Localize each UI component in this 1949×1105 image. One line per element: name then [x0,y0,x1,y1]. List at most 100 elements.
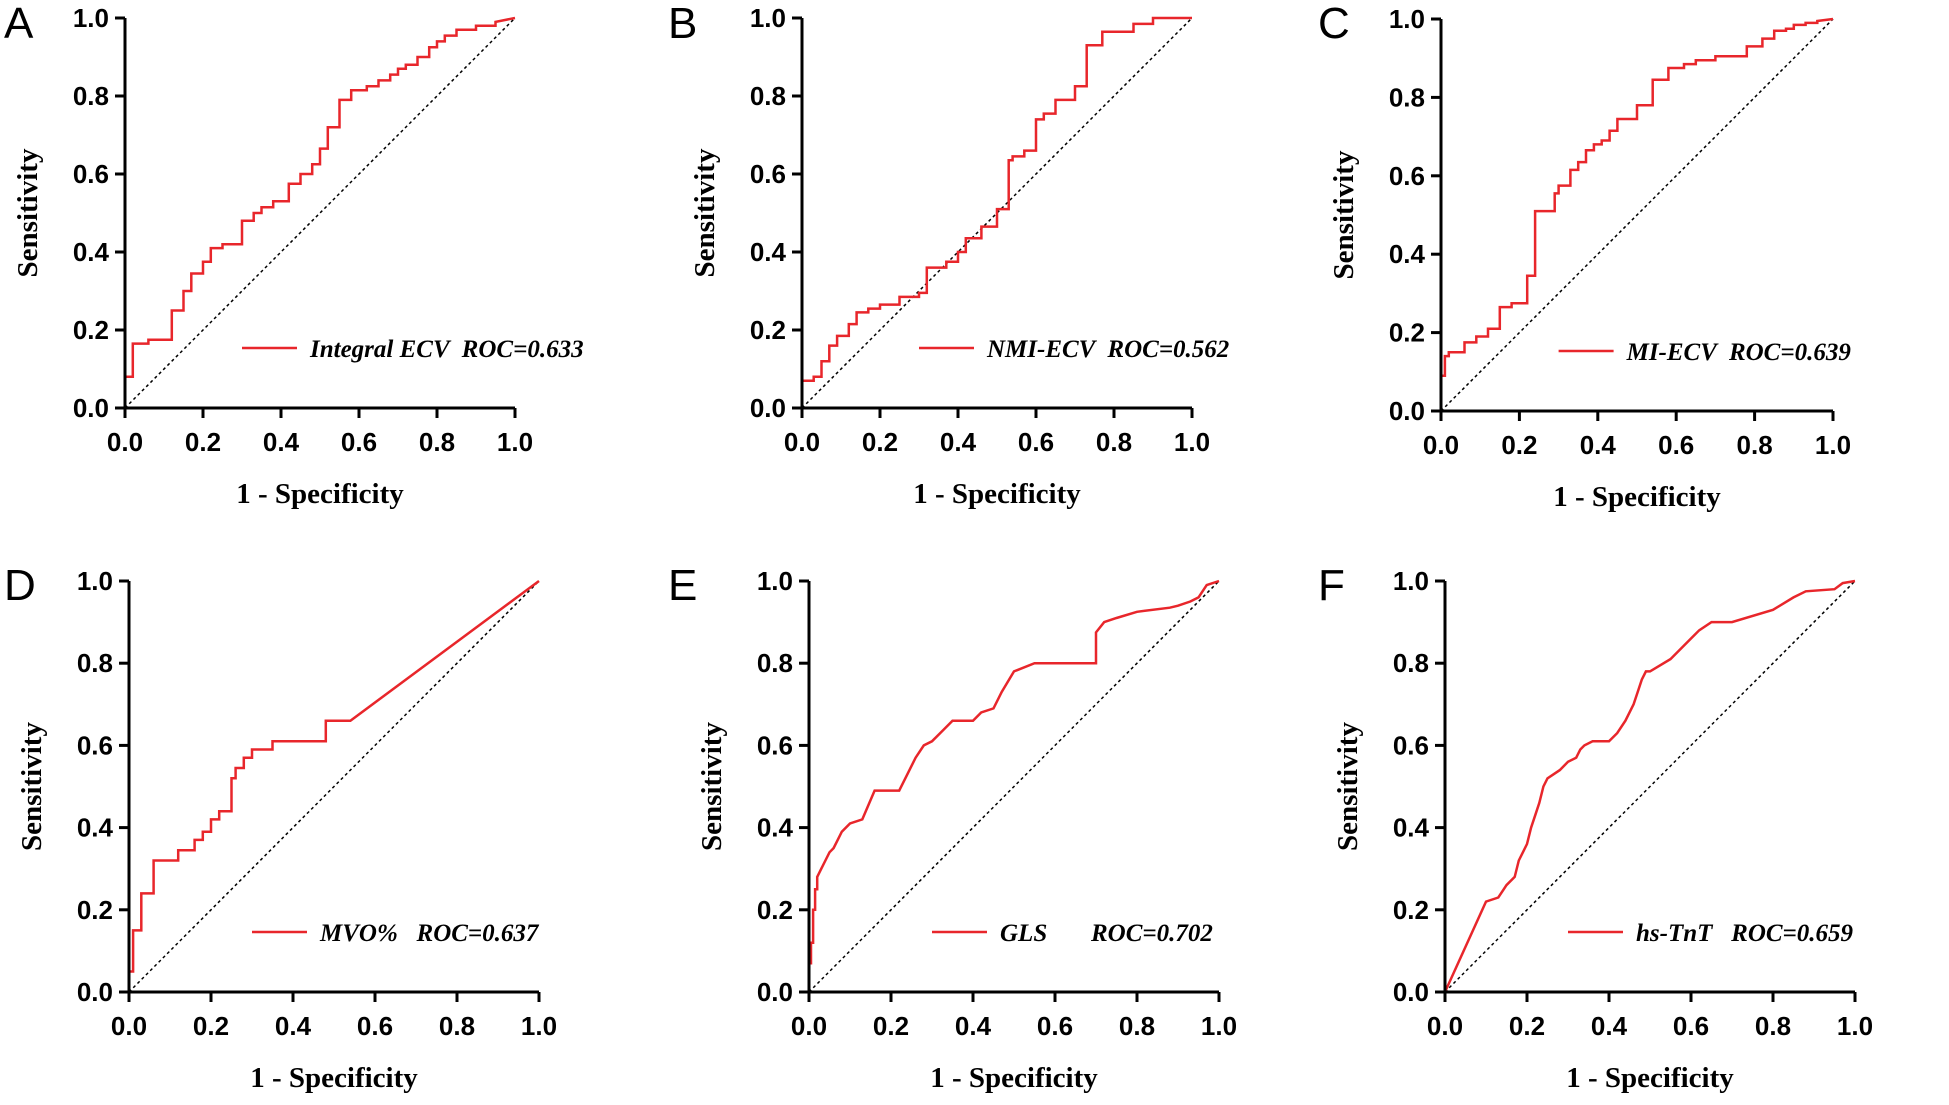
x-tick-label: 0.2 [1501,430,1537,460]
y-tick-label: 0.0 [1389,396,1425,426]
x-tick-label: 1.0 [1174,427,1210,457]
x-tick-label: 1.0 [1837,1011,1873,1041]
y-tick-label: 0.2 [1393,895,1429,925]
panel-letter: B [668,0,697,48]
y-axis-title: Sensitivity [689,148,721,277]
y-tick-label: 0.2 [750,315,786,345]
panel-letter: F [1318,561,1345,610]
x-tick-label: 0.6 [1658,430,1694,460]
panel-letter: A [4,0,34,48]
y-tick-label: 0.4 [77,813,114,843]
legend-label: hs-TnT ROC=0.659 [1636,920,1854,947]
y-tick-label: 0.6 [750,159,786,189]
roc-panel-a: A 0.0 0.2 0.4 0.6 0.8 1.0 0.0 0.2 0.4 0.6 0.8 1.0 1 -… [4,0,584,510]
x-tick-label: 0.4 [263,427,300,457]
x-tick-label: 0.4 [1580,430,1617,460]
legend: Integral ECV ROC=0.633 [242,336,584,363]
roc-panel-e: E 0.0 0.2 0.4 0.6 0.8 1.0 0.0 0.2 0.4 0.6 0.8 1.0 1 -… [668,561,1237,1094]
x-tick-label: 0.4 [275,1011,312,1041]
reference-diagonal [808,580,1220,993]
y-tick-label: 0.2 [757,895,793,925]
x-tick-label: 0.4 [955,1011,992,1041]
y-tick-label: 0.2 [1389,318,1425,348]
y-tick-label: 0.0 [750,393,786,423]
x-tick-label: 0.6 [1673,1011,1709,1041]
roc-panel-d: D 0.0 0.2 0.4 0.6 0.8 1.0 0.0 0.2 0.4 0.6 0.8 1.0 1 -… [4,561,557,1094]
y-axis-title: Sensitivity [1328,150,1360,279]
x-tick-label: 0.0 [107,427,143,457]
reference-diagonal [124,17,516,409]
legend: MVO% ROC=0.637 [252,920,540,947]
y-tick-label: 0.8 [1393,648,1429,678]
roc-curve [1443,579,1856,993]
y-tick-label: 0.8 [750,81,786,111]
x-tick-label: 0.6 [1037,1011,1073,1041]
roc-curve [123,16,516,408]
x-tick-label: 0.4 [940,427,977,457]
x-tick-label: 1.0 [497,427,533,457]
x-tick-label: 1.0 [521,1011,557,1041]
reference-diagonal [128,580,540,993]
y-tick-label: 0.0 [757,977,793,1007]
x-tick-label: 0.6 [1018,427,1054,457]
y-tick-label: 0.4 [1393,813,1430,843]
x-tick-label: 0.8 [1755,1011,1791,1041]
x-axis-title: 1 - Specificity [250,1062,418,1094]
legend-label: NMI-ECV ROC=0.562 [986,336,1229,363]
y-axis-title: Sensitivity [16,722,48,851]
y-tick-label: 0.0 [1393,977,1429,1007]
y-axis-title: Sensitivity [1332,722,1364,851]
reference-diagonal [801,17,1193,409]
legend-label: MVO% ROC=0.637 [319,920,540,947]
x-tick-label: 1.0 [1201,1011,1237,1041]
legend-label: GLS ROC=0.702 [1000,920,1213,947]
roc-curve [127,579,540,992]
x-tick-label: 0.0 [111,1011,147,1041]
roc-panel-c: C 0.0 0.2 0.4 0.6 0.8 1.0 0.0 0.2 0.4 0.6 0.8 1.0 1 -… [1318,0,1851,513]
legend: GLS ROC=0.702 [932,920,1213,947]
panel-letter: E [668,561,697,610]
x-axis-title: 1 - Specificity [1553,481,1721,513]
y-tick-label: 1.0 [757,566,793,596]
x-tick-label: 0.2 [862,427,898,457]
x-tick-label: 0.2 [185,427,221,457]
roc-curve [1439,17,1834,411]
x-axis-title: 1 - Specificity [913,478,1081,510]
x-tick-label: 0.0 [784,427,820,457]
legend-label: Integral ECV ROC=0.633 [309,336,584,363]
x-tick-label: 0.0 [1427,1011,1463,1041]
legend: MI-ECV ROC=0.639 [1558,339,1851,366]
x-tick-label: 0.4 [1591,1011,1628,1041]
y-tick-label: 0.8 [757,648,793,678]
y-tick-label: 1.0 [73,3,109,33]
y-tick-label: 1.0 [750,3,786,33]
y-tick-label: 1.0 [1389,4,1425,34]
y-tick-label: 1.0 [1393,566,1429,596]
x-axis-title: 1 - Specificity [930,1062,1098,1094]
y-tick-label: 0.6 [757,730,793,760]
legend: hs-TnT ROC=0.659 [1568,920,1854,947]
x-tick-label: 0.8 [1096,427,1132,457]
x-tick-label: 0.6 [341,427,377,457]
x-axis-title: 1 - Specificity [1566,1062,1734,1094]
y-axis-title: Sensitivity [696,722,728,851]
x-tick-label: 0.2 [873,1011,909,1041]
x-tick-label: 0.2 [193,1011,229,1041]
x-tick-label: 0.8 [419,427,455,457]
roc-panel-b: B 0.0 0.2 0.4 0.6 0.8 1.0 0.0 0.2 0.4 0.6 0.8 1.0 1 -… [668,0,1229,510]
x-tick-label: 1.0 [1815,430,1851,460]
x-tick-label: 0.0 [791,1011,827,1041]
x-axis-title: 1 - Specificity [236,478,404,510]
reference-diagonal [1444,580,1856,993]
panel-letter: C [1318,0,1350,48]
panel-letter: D [4,561,36,610]
y-tick-label: 0.8 [1389,82,1425,112]
y-tick-label: 0.2 [73,315,109,345]
y-tick-label: 0.2 [77,895,113,925]
y-tick-label: 0.8 [77,648,113,678]
x-tick-label: 0.8 [439,1011,475,1041]
y-tick-label: 0.6 [1393,730,1429,760]
y-tick-label: 0.4 [1389,239,1426,269]
y-tick-label: 1.0 [77,566,113,596]
